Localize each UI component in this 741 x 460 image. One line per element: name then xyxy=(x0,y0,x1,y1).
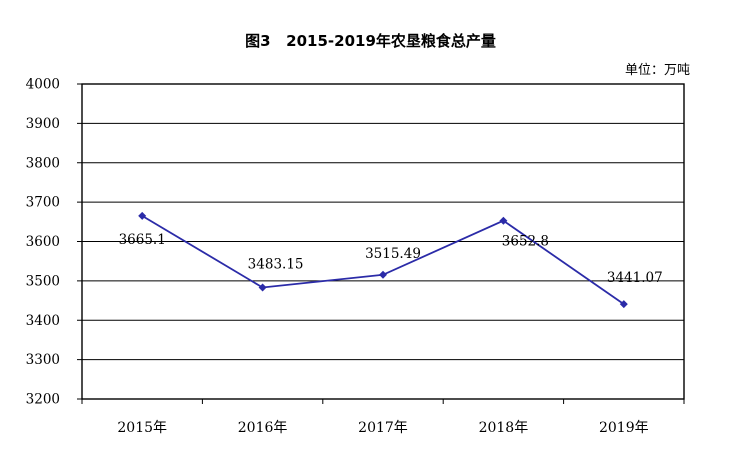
y-tick-label: 3300 xyxy=(26,352,60,368)
x-category-label: 2018年 xyxy=(479,420,529,436)
data-point-label: 3483.15 xyxy=(248,257,304,273)
unit-label: 单位：万吨 xyxy=(624,63,690,78)
x-category-label: 2016年 xyxy=(238,420,288,436)
data-point-marker xyxy=(499,216,508,225)
y-tick-label: 3200 xyxy=(26,392,60,408)
data-point-marker xyxy=(619,300,628,309)
data-point-marker xyxy=(258,283,267,292)
y-tick-label: 4000 xyxy=(26,77,60,93)
x-category-label: 2019年 xyxy=(599,420,649,436)
data-point-label: 3665.1 xyxy=(119,232,166,248)
y-tick-label: 3900 xyxy=(26,116,60,132)
x-category-label: 2015年 xyxy=(117,420,167,436)
data-point-label: 3515.49 xyxy=(365,246,421,262)
y-tick-label: 3500 xyxy=(26,273,60,289)
chart-title: 图3 2015-2019年农垦粮食总产量 xyxy=(245,32,496,50)
y-tick-label: 3400 xyxy=(26,313,60,329)
data-point-marker xyxy=(379,270,387,279)
y-tick-label: 3700 xyxy=(26,195,60,211)
y-tick-label: 3800 xyxy=(26,155,60,171)
x-category-label: 2017年 xyxy=(358,420,408,436)
data-point-marker xyxy=(138,211,147,220)
data-point-label: 3652.8 xyxy=(502,234,549,250)
y-tick-label: 3600 xyxy=(26,234,60,250)
plot-border xyxy=(81,83,685,400)
data-point-label: 3441.07 xyxy=(607,270,663,286)
